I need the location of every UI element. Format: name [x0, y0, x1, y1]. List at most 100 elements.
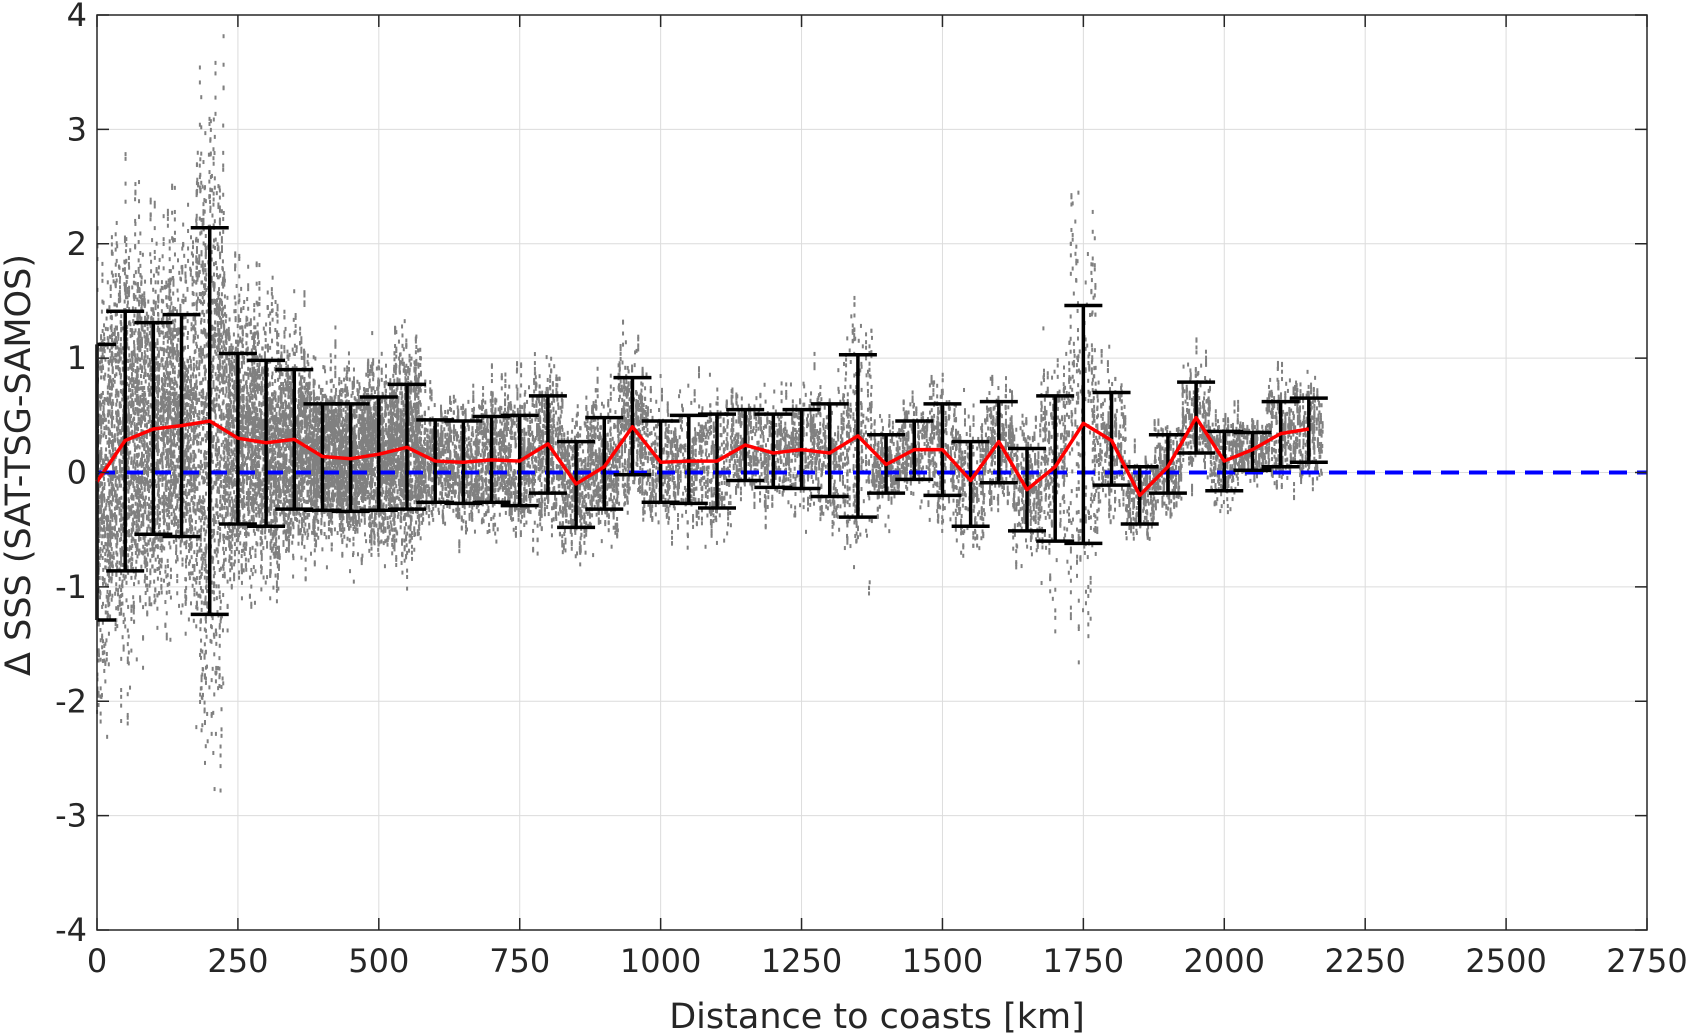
scatter-point	[141, 550, 144, 555]
scatter-point	[114, 627, 117, 632]
scatter-point	[103, 508, 106, 513]
scatter-point	[182, 365, 185, 370]
scatter-point	[116, 475, 119, 480]
scatter-point	[142, 411, 145, 416]
scatter-point	[213, 298, 216, 303]
scatter-point	[98, 495, 101, 500]
scatter-point	[212, 326, 215, 331]
scatter-point	[202, 351, 205, 356]
scatter-point	[173, 238, 176, 243]
scatter-point	[99, 509, 102, 514]
scatter-point	[200, 180, 203, 185]
scatter-point	[127, 255, 130, 260]
scatter-point	[153, 204, 156, 209]
scatter-point	[120, 467, 123, 472]
scatter-point	[194, 390, 197, 395]
scatter-point	[105, 426, 108, 431]
scatter-point	[214, 472, 217, 477]
scatter-point	[147, 404, 150, 409]
scatter-point	[189, 514, 192, 519]
scatter-point	[220, 317, 223, 322]
scatter-point	[183, 514, 186, 519]
scatter-point	[188, 355, 191, 360]
scatter-point	[171, 369, 174, 374]
scatter-point	[178, 362, 181, 367]
scatter-point	[195, 189, 198, 194]
scatter-point	[164, 456, 167, 461]
scatter-point	[140, 420, 143, 425]
scatter-point	[200, 125, 203, 130]
scatter-point	[162, 510, 165, 515]
scatter-point	[149, 213, 152, 218]
scatter-point	[99, 638, 102, 643]
scatter-point	[111, 464, 114, 469]
scatter-point	[136, 476, 139, 481]
scatter-point	[171, 492, 174, 497]
scatter-point	[183, 418, 186, 423]
scatter-point	[141, 392, 144, 397]
scatter-point	[112, 279, 115, 284]
scatter-point	[193, 478, 196, 483]
scatter-point	[193, 563, 196, 568]
scatter-point	[215, 463, 218, 468]
scatter-point	[138, 513, 141, 518]
scatter-point	[140, 564, 143, 569]
scatter-point	[126, 656, 129, 661]
scatter-point	[133, 430, 136, 435]
scatter-point	[178, 455, 181, 460]
scatter-point	[121, 635, 124, 640]
scatter-point	[119, 463, 122, 468]
scatter-point	[126, 712, 129, 717]
scatter-point	[124, 199, 127, 204]
scatter-point	[183, 463, 186, 468]
scatter-point	[114, 262, 117, 267]
scatter-point	[126, 290, 129, 295]
scatter-point	[208, 170, 211, 175]
scatter-point	[147, 473, 150, 478]
scatter-point	[190, 322, 193, 327]
scatter-point	[176, 328, 179, 333]
scatter-point	[192, 576, 195, 581]
scatter-point	[111, 572, 114, 577]
scatter-point	[113, 373, 116, 378]
scatter-point	[167, 454, 170, 459]
scatter-point	[200, 566, 203, 571]
scatter-point	[169, 277, 172, 282]
scatter-point	[212, 518, 215, 523]
scatter-point	[163, 374, 166, 379]
scatter-point	[168, 257, 171, 262]
scatter-point	[204, 680, 207, 685]
scatter-point	[144, 343, 147, 348]
scatter-point	[201, 553, 204, 558]
scatter-point	[204, 243, 207, 248]
scatter-point	[127, 650, 130, 655]
scatter-point	[199, 345, 202, 350]
scatter-point	[172, 396, 175, 401]
scatter-point	[194, 316, 197, 321]
scatter-point	[184, 518, 187, 523]
scatter-point	[163, 404, 166, 409]
scatter-point	[156, 328, 159, 333]
scatter-point	[215, 632, 218, 637]
scatter-point	[191, 564, 194, 569]
scatter-point	[188, 561, 191, 566]
scatter-point	[126, 295, 129, 300]
scatter-point	[143, 434, 146, 439]
scatter-point	[186, 429, 189, 434]
scatter-point	[198, 175, 201, 180]
scatter-point	[166, 371, 169, 376]
scatter-point	[101, 635, 104, 640]
scatter-point	[98, 504, 101, 509]
scatter-point	[222, 319, 225, 324]
scatter-point	[98, 575, 101, 580]
scatter-point	[219, 506, 222, 511]
scatter-point	[160, 285, 163, 290]
scatter-point	[103, 650, 106, 655]
scatter-point	[169, 484, 172, 489]
scatter-point	[187, 369, 190, 374]
scatter-point	[121, 450, 124, 455]
scatter-point	[215, 511, 218, 516]
scatter-point	[134, 550, 137, 555]
scatter-point	[125, 279, 128, 284]
scatter-point	[197, 273, 200, 278]
